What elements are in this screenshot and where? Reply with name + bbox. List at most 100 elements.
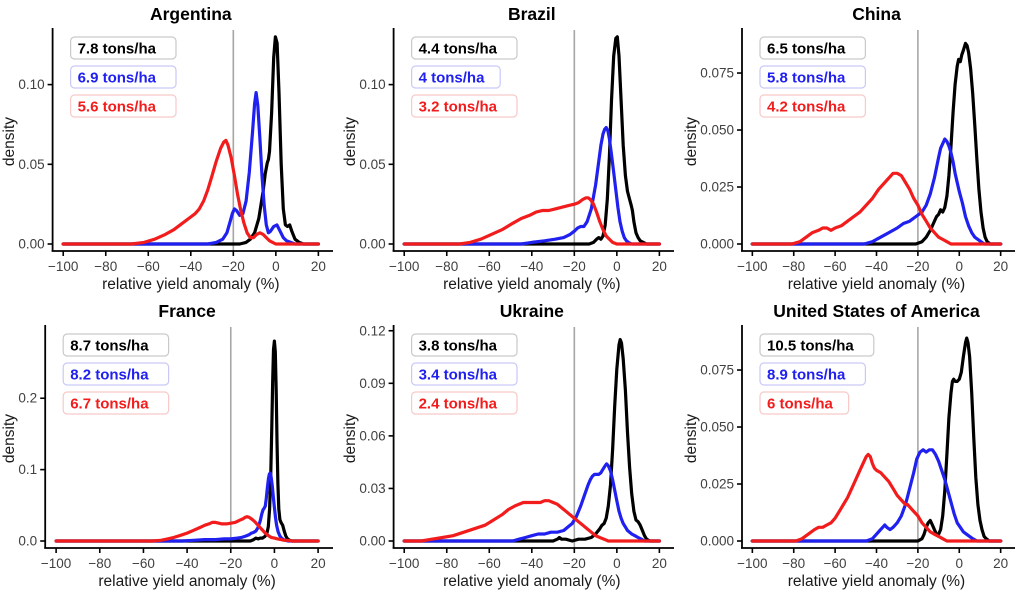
y-tick-label: 0.075: [700, 66, 734, 81]
legend-item: 6 tons/ha: [759, 391, 850, 415]
legend-item: 8.2 tons/ha: [62, 362, 170, 386]
density-curve-blue: [750, 137, 1003, 246]
y-axis-title: density: [342, 117, 359, 166]
x-tick-label: 20: [311, 556, 326, 571]
density-curve-blue: [750, 448, 1003, 543]
density-curve-red: [54, 515, 320, 543]
y-tick-label: 0.000: [700, 237, 734, 252]
legend-item-label: 4.4 tons/ha: [419, 41, 498, 58]
x-tick-label: 0: [613, 259, 621, 274]
x-tick-label: −80: [782, 556, 805, 571]
x-tick-label: −60: [137, 259, 160, 274]
x-tick-label: 0: [272, 259, 280, 274]
legend-item: 3.8 tons/ha: [410, 333, 518, 357]
x-tick-label: −20: [906, 259, 929, 274]
legend-item-label: 3.8 tons/ha: [419, 338, 498, 355]
legend-item-box: [410, 36, 518, 60]
density-curve-red: [402, 499, 661, 543]
panel-title: France: [158, 301, 216, 321]
x-axis-title: relative yield anomaly (%): [443, 573, 620, 590]
y-axis-title: density: [1, 117, 18, 166]
legend-item-label: 6 tons/ha: [767, 396, 834, 413]
legend-item-label: 6.7 tons/ha: [70, 396, 149, 413]
legend-item-box: [759, 94, 867, 118]
x-tick-label: −40: [520, 259, 543, 274]
legend-item-box: [69, 36, 177, 60]
legend-item: 7.8 tons/ha: [69, 36, 177, 60]
legend-item-box: [410, 65, 501, 89]
legend-item-label: 8.9 tons/ha: [767, 367, 846, 384]
density-curve-blue: [402, 125, 661, 246]
density-curve-red: [750, 452, 1003, 543]
density-curve-black: [402, 337, 661, 543]
x-tick-label: 20: [652, 259, 667, 274]
x-tick-label: −20: [906, 556, 929, 571]
x-tick-label: 20: [993, 556, 1008, 571]
density-chart: −100 −80 −60 −40 −20 0 20 0.00 0.03 0.06 0.09 0.12 r…: [342, 301, 674, 590]
y-tick-label: 0.05: [359, 157, 385, 172]
legend-item: 4 tons/ha: [410, 65, 501, 89]
y-axis-title: density: [342, 414, 359, 463]
legend-item: 2.4 tons/ha: [410, 391, 518, 415]
x-tick-label: −100: [389, 556, 419, 571]
y-tick-label: 0.000: [700, 534, 734, 549]
legend-item-box: [410, 362, 518, 386]
y-tick-label: 0.1: [18, 462, 37, 477]
legend-item: 3.4 tons/ha: [410, 362, 518, 386]
x-tick-label: −100: [737, 259, 767, 274]
x-tick-label: 20: [311, 259, 326, 274]
x-axis-title: relative yield anomaly (%): [98, 573, 275, 590]
legend-item: 8.9 tons/ha: [759, 362, 867, 386]
x-tick-label: 20: [993, 259, 1008, 274]
x-tick-label: −20: [222, 259, 245, 274]
y-tick-label: 0.05: [18, 157, 44, 172]
legend-item-box: [410, 391, 518, 415]
legend-item: 4.2 tons/ha: [759, 94, 867, 118]
density-curve-black: [402, 35, 661, 246]
legend-item-label: 10.5 tons/ha: [767, 338, 854, 355]
y-tick-label: 0.06: [359, 428, 385, 443]
legend-item-box: [759, 65, 867, 89]
x-tick-label: −40: [865, 259, 888, 274]
legend-item: 8.7 tons/ha: [62, 333, 170, 357]
density-curve-blue: [54, 471, 320, 543]
y-tick-label: 0.03: [359, 481, 385, 496]
density-chart: −100 −80 −60 −40 −20 0 20 0.0 0.1 0.2 relative yie…: [1, 301, 333, 590]
density-chart: −100 −80 −60 −40 −20 0 20 0.00 0.05 0.10 relative …: [342, 4, 674, 293]
legend-item-label: 5.6 tons/ha: [78, 99, 157, 116]
legend-item: 6.5 tons/ha: [759, 36, 867, 60]
density-chart: −100 −80 −60 −40 −20 0 20 0.000 0.025 0.050 0.075 r…: [683, 4, 1015, 293]
x-tick-label: −40: [179, 259, 202, 274]
panel-united-states-of-america: −100 −80 −60 −40 −20 0 20 0.000 0.025 0.050 0.075 r…: [682, 297, 1023, 594]
x-tick-label: −100: [737, 556, 767, 571]
legend-item: 5.6 tons/ha: [69, 94, 177, 118]
panel-brazil: −100 −80 −60 −40 −20 0 20 0.00 0.05 0.10 relative …: [341, 0, 682, 297]
x-tick-label: −60: [478, 259, 501, 274]
legend-item-label: 8.2 tons/ha: [70, 367, 149, 384]
density-curve-red: [61, 138, 320, 246]
legend-item-label: 7.8 tons/ha: [78, 41, 157, 58]
x-tick-label: −80: [94, 259, 117, 274]
y-tick-label: 0.09: [359, 376, 385, 391]
x-tick-label: −80: [435, 556, 458, 571]
y-axis-title: density: [683, 414, 700, 463]
density-curve-blue: [402, 462, 661, 543]
x-tick-label: 0: [613, 556, 621, 571]
y-tick-label: 0.050: [700, 420, 734, 435]
x-tick-label: −40: [176, 556, 199, 571]
panel-title: Argentina: [150, 4, 232, 24]
legend-item: 3.2 tons/ha: [410, 94, 518, 118]
panel-france: −100 −80 −60 −40 −20 0 20 0.0 0.1 0.2 relative yie…: [0, 297, 341, 594]
density-curve-black: [61, 35, 320, 246]
x-tick-label: 0: [956, 556, 964, 571]
legend-item-label: 4.2 tons/ha: [767, 99, 846, 116]
x-tick-label: −40: [520, 556, 543, 571]
legend-item-label: 4 tons/ha: [419, 70, 486, 87]
legend-item-box: [410, 94, 518, 118]
legend-item: 5.8 tons/ha: [759, 65, 867, 89]
legend-item-box: [69, 94, 177, 118]
y-axis-title: density: [683, 117, 700, 166]
legend-item-label: 5.8 tons/ha: [767, 70, 846, 87]
x-tick-label: −80: [435, 259, 458, 274]
y-tick-label: 0.025: [700, 477, 734, 492]
